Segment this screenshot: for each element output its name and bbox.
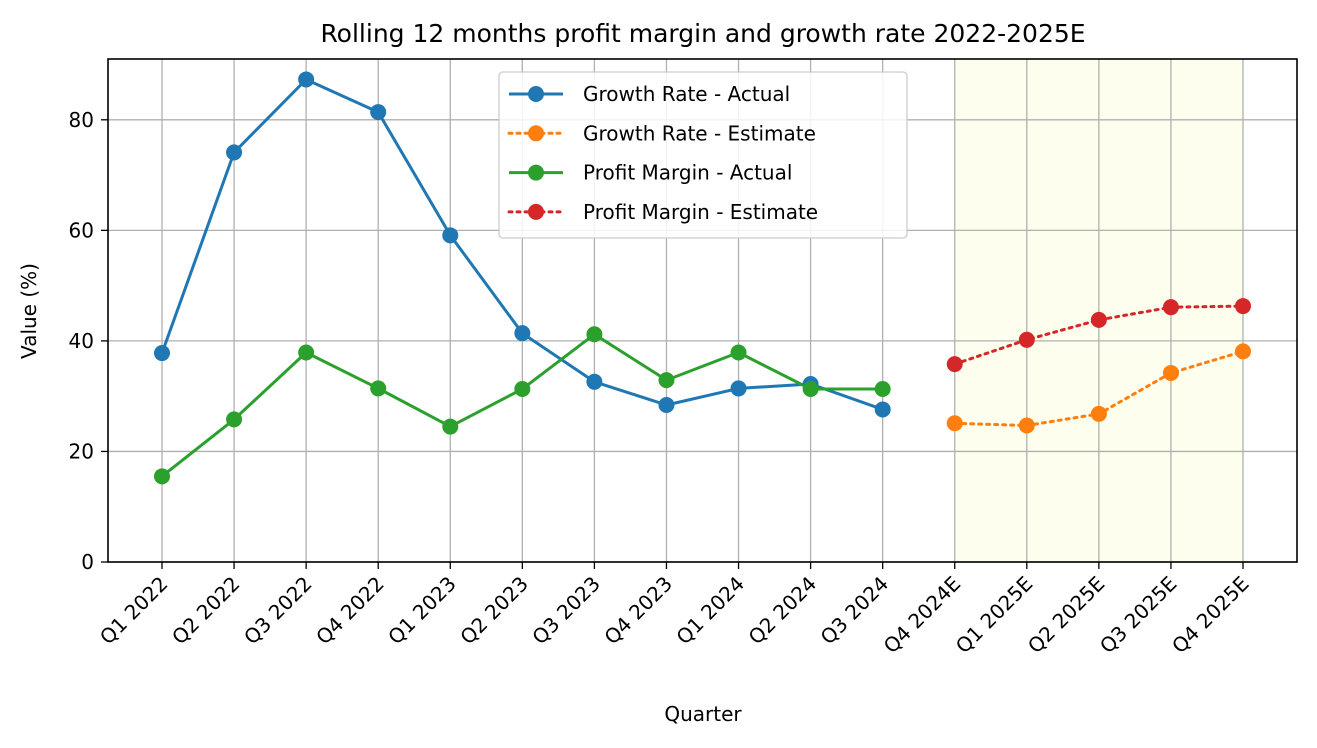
y-axis-label: Value (%) [17, 263, 41, 359]
y-tick-label: 40 [69, 329, 94, 353]
data-point [514, 325, 531, 342]
chart-title: Rolling 12 months profit margin and grow… [320, 19, 1085, 48]
x-tick-label: Q4 2025E [1167, 572, 1254, 659]
plot-border [107, 58, 1298, 563]
data-point [226, 144, 243, 161]
data-point [1090, 405, 1107, 422]
y-axis-ticks: 0 20 40 60 80 [69, 108, 108, 574]
data-point [658, 397, 675, 414]
legend-label: Growth Rate - Actual [583, 82, 790, 106]
y-tick-label: 0 [81, 550, 94, 574]
x-tick-label: Q4 2022 [311, 572, 389, 650]
data-point [442, 227, 459, 244]
x-tick-label: Q1 2024 [671, 572, 749, 650]
legend-box [498, 71, 908, 239]
legend-label: Growth Rate - Estimate [583, 121, 816, 145]
y-tick-label: 80 [69, 108, 94, 132]
data-point [946, 356, 963, 373]
data-point [370, 104, 387, 121]
x-tick-label: Q1 2022 [95, 572, 173, 650]
data-point [1235, 343, 1251, 360]
x-tick-label: Q1 2023 [383, 572, 461, 650]
plot-frame [107, 58, 1298, 563]
data-point [154, 468, 170, 485]
data-point [226, 411, 243, 428]
data-point [370, 380, 387, 397]
data-point [1018, 417, 1035, 434]
legend-label: Profit Margin - Actual [583, 161, 792, 185]
data-point [586, 373, 603, 390]
x-tick-label: Q2 2022 [167, 572, 245, 650]
x-axis-label: Quarter [664, 702, 742, 726]
data-point [1018, 331, 1035, 348]
data-point [1162, 299, 1179, 316]
y-tick-label: 20 [69, 439, 94, 463]
data-point [730, 344, 747, 361]
legend-marker [528, 164, 544, 181]
data-point [298, 71, 315, 88]
data-point [1162, 364, 1179, 381]
legend-marker [528, 203, 544, 220]
x-tick-label: Q3 2022 [239, 572, 317, 650]
legend-marker [528, 86, 544, 102]
x-tick-label: Q4 2024E [879, 572, 966, 659]
x-tick-label: Q2 2024 [744, 572, 822, 650]
data-point [802, 380, 819, 397]
x-tick-label: Q4 2023 [599, 572, 677, 650]
data-point [874, 380, 891, 397]
data-point [730, 380, 747, 397]
y-tick-label: 60 [69, 218, 94, 242]
data-point [154, 345, 170, 362]
data-point [874, 401, 891, 418]
x-tick-label: Q2 2023 [455, 572, 533, 650]
x-tick-label: Q3 2025E [1095, 572, 1182, 659]
legend-marker [528, 125, 544, 142]
legend-label: Profit Margin - Estimate [583, 200, 818, 224]
x-tick-label: Q1 2025E [951, 572, 1038, 659]
data-point [514, 380, 531, 397]
x-tick-label: Q3 2023 [527, 572, 605, 650]
data-point [1090, 311, 1107, 328]
data-point [1235, 298, 1251, 315]
data-point [946, 415, 963, 432]
x-tick-label: Q2 2025E [1023, 572, 1110, 659]
legend: Growth Rate - Actual Growth Rate - Estima… [498, 71, 908, 239]
data-point [298, 344, 315, 361]
data-point [442, 418, 459, 435]
data-point [586, 326, 603, 343]
series-points [154, 71, 1251, 485]
data-point [658, 372, 675, 389]
